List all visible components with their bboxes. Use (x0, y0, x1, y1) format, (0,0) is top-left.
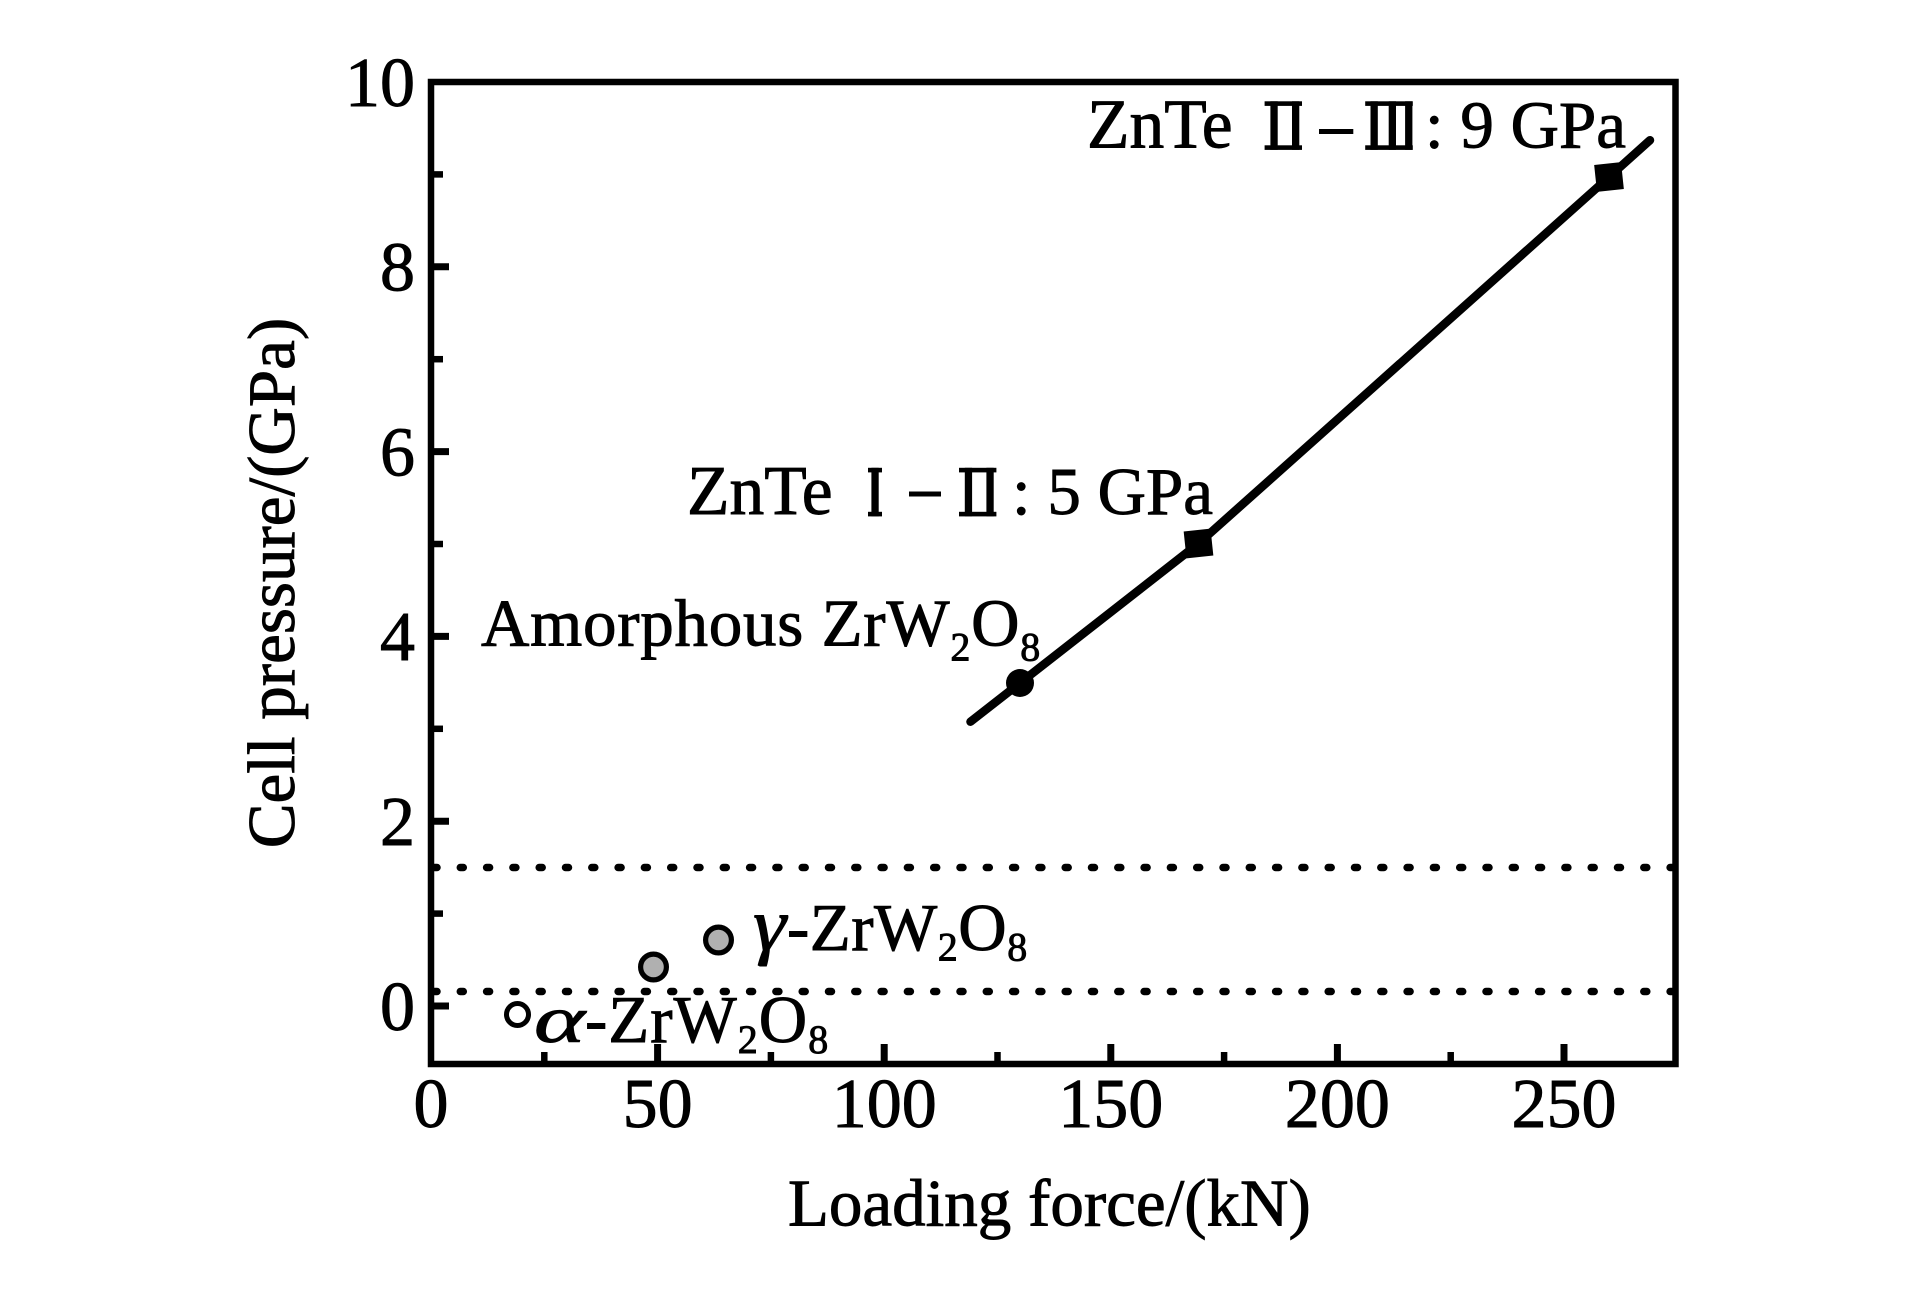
svg-text:10: 10 (345, 45, 415, 122)
svg-text:-ZrW2O8: -ZrW2O8 (585, 983, 829, 1062)
svg-text:100: 100 (832, 1066, 937, 1143)
svg-text:200: 200 (1285, 1066, 1390, 1143)
svg-text:2: 2 (380, 784, 415, 861)
svg-text:α: α (534, 983, 588, 1057)
svg-text:Loading force/(kN): Loading force/(kN) (788, 1167, 1311, 1241)
svg-text:150: 150 (1058, 1066, 1163, 1143)
svg-text:250: 250 (1512, 1066, 1617, 1143)
svg-text:γ: γ (753, 884, 789, 967)
svg-text:Amorphous ZrW2O8: Amorphous ZrW2O8 (481, 587, 1041, 670)
svg-text:6: 6 (380, 414, 415, 491)
svg-text:4: 4 (380, 599, 415, 676)
svg-text:0: 0 (380, 969, 415, 1046)
svg-text:ZnTe: ZnTe (687, 453, 833, 530)
svg-text:Cell pressure/(GPa): Cell pressure/(GPa) (235, 318, 309, 848)
svg-text:8: 8 (380, 230, 415, 307)
svg-text:: 9 GPa: : 9 GPa (1425, 89, 1626, 163)
svg-text:50: 50 (623, 1066, 693, 1143)
svg-text:: 5 GPa: : 5 GPa (1012, 455, 1213, 529)
svg-text:-ZrW2O8: -ZrW2O8 (787, 891, 1028, 970)
svg-text:ZnTe: ZnTe (1087, 87, 1233, 164)
svg-text:0: 0 (414, 1066, 449, 1143)
